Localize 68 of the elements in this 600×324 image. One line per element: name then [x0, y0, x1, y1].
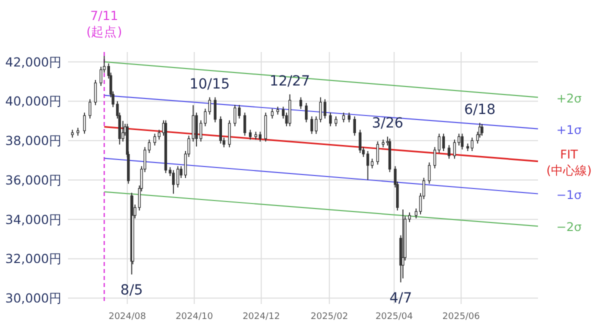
series-label: FIT (中心線) [546, 147, 592, 178]
candlestick [348, 112, 350, 123]
candlestick [288, 94, 292, 127]
candlestick [299, 96, 302, 110]
candlestick [448, 144, 450, 160]
annotation: 12/27 [270, 73, 310, 90]
y-tick-label: 40,000円 [5, 94, 62, 109]
candlestick [264, 112, 268, 142]
candlestick [192, 104, 195, 142]
candlestick [329, 112, 332, 127]
candlestick [366, 150, 370, 180]
y-tick-label: 42,000円 [5, 54, 62, 70]
candlestick [243, 112, 246, 136]
candlestick [310, 116, 314, 134]
annotation: 4/7 [389, 290, 412, 306]
annotation: 3/26 [372, 116, 404, 132]
candlestick [148, 139, 151, 154]
y-tick-label: 36,000円 [5, 172, 62, 188]
candlestick [270, 108, 274, 120]
candlestick [428, 162, 431, 184]
candlestick [353, 116, 356, 136]
candlestick [172, 170, 175, 194]
candlestick [433, 146, 436, 169]
annotation: 10/15 [189, 76, 230, 92]
series-label: −1σ [556, 188, 582, 202]
candlestick [228, 120, 231, 148]
candlestick [334, 116, 338, 127]
candlestick [470, 137, 474, 152]
candlestick [238, 104, 241, 120]
candlestick [176, 166, 180, 188]
series-label: +1σ [556, 122, 582, 137]
candlestick [460, 133, 464, 150]
annotation: 6/18 [464, 102, 496, 118]
candlestick [204, 108, 207, 127]
candlestick [304, 102, 308, 123]
annotation: 8/5 [120, 282, 143, 298]
candlestick [480, 124, 484, 136]
candlestick [402, 209, 404, 279]
candlestick [370, 158, 374, 169]
series-label: +2σ [556, 91, 582, 106]
candlestick [358, 129, 362, 154]
candlestick [214, 96, 216, 123]
x-tick-label: 2025/06 [442, 312, 480, 322]
x-tick-label: 2024/08 [108, 312, 146, 322]
candlestick [94, 79, 97, 106]
candlestick [258, 131, 262, 142]
x-tick-label: 2025/02 [310, 312, 348, 322]
candlestick [153, 133, 156, 146]
series-label: −2σ [556, 220, 582, 234]
x-tick-label: 2024/10 [176, 312, 214, 322]
candlestick [219, 116, 222, 144]
candlestick [195, 112, 198, 147]
ref-line-label: 7/11 (起点) [86, 8, 122, 39]
y-tick-label: 38,000円 [5, 133, 62, 148]
candlestick [442, 133, 445, 152]
y-tick-label: 34,000円 [5, 212, 62, 227]
x-tick-label: 2024/12 [242, 312, 280, 322]
candlestick [438, 133, 441, 154]
candlestick [88, 98, 92, 120]
candlestick [376, 140, 380, 166]
candlestick [248, 129, 252, 140]
x-tick-label: 2025/04 [375, 312, 414, 322]
candlestick [234, 104, 236, 127]
y-tick-label: 30,000円 [5, 290, 62, 306]
y-tick-label: 32,000円 [5, 251, 62, 266]
candlestick [208, 96, 212, 116]
candlestick [83, 112, 86, 134]
candlestick [342, 112, 345, 123]
